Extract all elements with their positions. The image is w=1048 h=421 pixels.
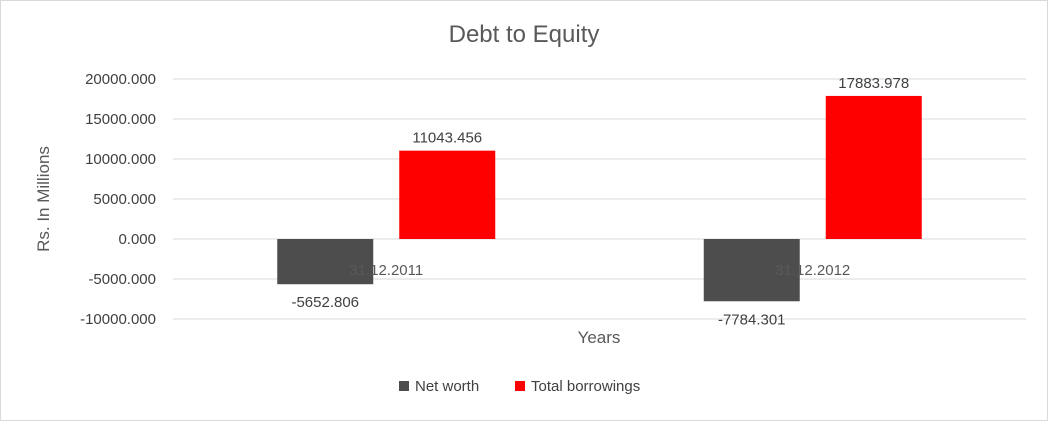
y-tick-label: 20000.000 [85,71,156,88]
data-label: 11043.456 [412,130,482,147]
x-tick-label: 31.12.2012 [775,262,850,279]
bar-net-worth [277,239,374,285]
legend-swatch-net-worth [399,381,409,391]
legend-label: Total borrowings [531,378,640,395]
legend-label: Net worth [415,378,479,395]
y-tick-label: 5000.000 [93,191,156,208]
y-tick-label: 0.000 [118,231,156,248]
y-tick-label: 15000.000 [85,111,156,128]
bar-total-borrowings [825,95,922,239]
y-axis-title: Rs. In Millions [34,146,53,252]
data-label: -7784.301 [718,311,786,328]
data-label: -5652.806 [291,294,359,311]
chart-title: Debt to Equity [448,21,600,48]
x-axis-title: Years [578,328,621,347]
bar-net-worth [703,239,800,302]
y-tick-label: 10000.000 [85,151,156,168]
y-tick-label: -5000.000 [88,271,156,288]
data-label: 17883.978 [838,75,909,92]
bar-total-borrowings [399,150,496,239]
legend-swatch-total-borrowings [515,381,525,391]
x-tick-label: 31.12.2011 [349,262,423,279]
y-tick-label: -10000.000 [80,311,156,328]
